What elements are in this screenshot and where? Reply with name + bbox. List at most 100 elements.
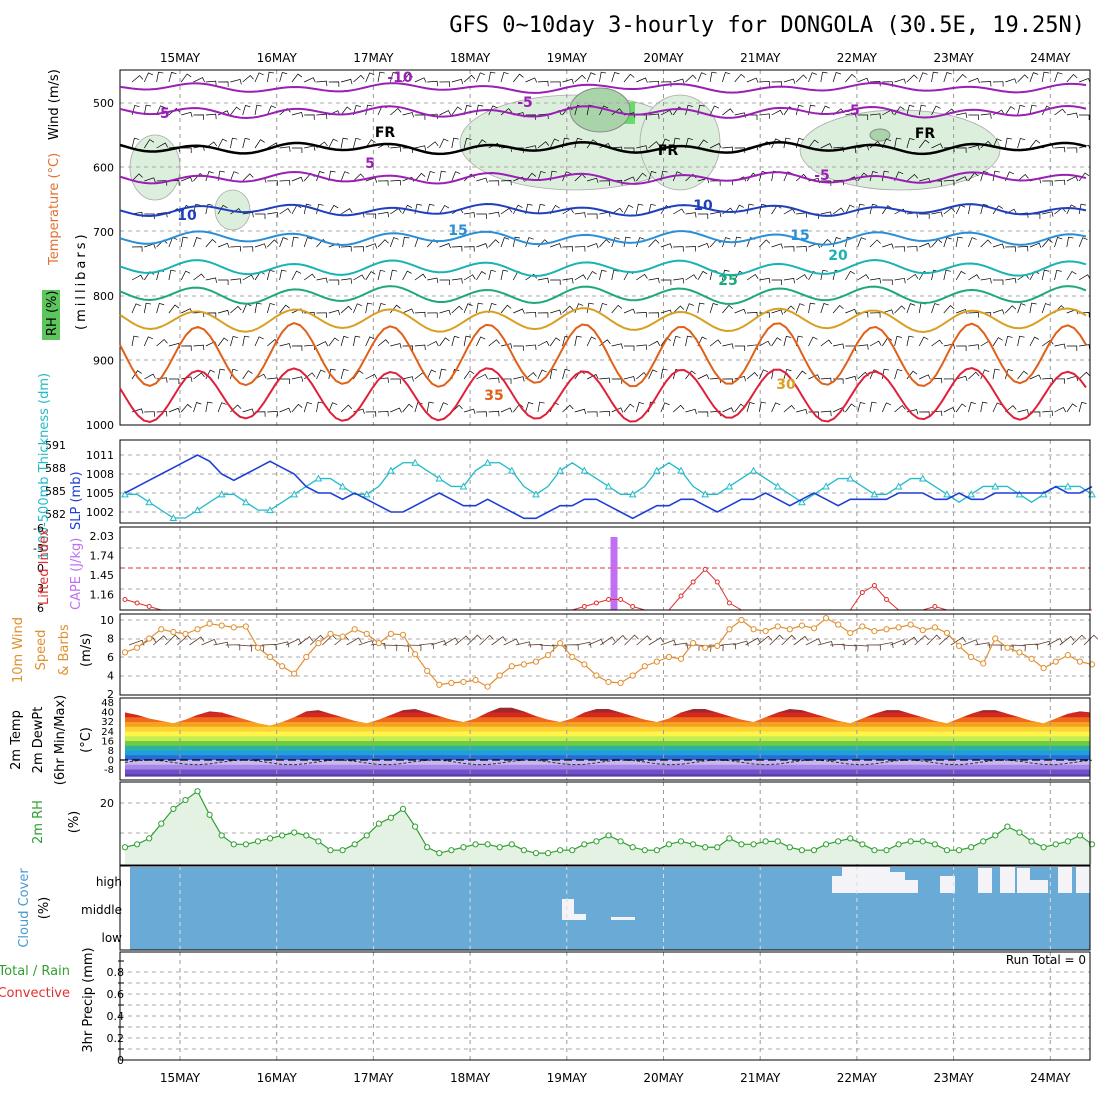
wind-barb [869, 170, 878, 182]
wind-barb [303, 273, 316, 281]
wind-speed-marker [121, 649, 129, 656]
wind-barb-10m [370, 642, 386, 650]
wind-barb [131, 137, 140, 149]
wind-barb [451, 246, 463, 252]
pressure-axis-label: (millibars) [74, 231, 89, 330]
rh-marker [1004, 823, 1011, 830]
wind-barb [537, 312, 549, 318]
li-tick: -6 [33, 522, 44, 535]
contour-label: 15 [448, 223, 467, 239]
wind-barb [1004, 335, 1013, 347]
wind-barb-10m [721, 643, 737, 650]
rh-marker [424, 844, 431, 851]
wind-barb [353, 303, 363, 314]
wind-barb [1054, 72, 1063, 83]
wind-barb [365, 104, 373, 116]
wind-barb [771, 109, 784, 116]
wind-axis-label: 10m Wind [11, 617, 26, 683]
wind-barb [1004, 137, 1013, 149]
wind-barb [230, 171, 239, 182]
wind-barb [230, 79, 242, 85]
wind-barb [599, 410, 611, 417]
thickness-marker [483, 458, 492, 466]
contour-label: -10 [387, 70, 413, 86]
wind-barb [291, 176, 304, 183]
wind-barb [845, 375, 857, 382]
wind-barb [1005, 246, 1016, 252]
thickness-axis-label: 1000-500mb Thickness (dm) [37, 373, 52, 560]
thickness-marker [169, 513, 178, 521]
wind-barb [291, 73, 303, 83]
slp-axis-label: SLP (mb) [69, 471, 84, 530]
wind-barb [316, 312, 327, 318]
wind-barb-10m [697, 644, 712, 652]
pressure-tick-label: 800 [93, 290, 114, 303]
wind-barb [328, 337, 339, 347]
wind-speed-marker [303, 653, 310, 661]
lifted-index-line [124, 568, 1092, 611]
wind-barb [217, 242, 230, 249]
wind-barb [857, 274, 870, 281]
wind-barb [795, 74, 808, 83]
wind-barb [931, 303, 940, 314]
wind-barb [1017, 370, 1028, 380]
wind-barb [562, 246, 574, 252]
wind-barb-10m [443, 637, 459, 646]
temp-axis-label: (6hr Min/Max) [53, 695, 68, 785]
wind-barb [1029, 336, 1040, 347]
cloud-axis-label: Cloud Cover [17, 868, 32, 948]
wind-barb [1029, 72, 1039, 83]
thickness-marker [773, 482, 782, 490]
wind-barb [549, 138, 560, 149]
temp-tick: -8 [104, 765, 114, 776]
wind-barb [845, 403, 856, 413]
wind-barb [414, 273, 427, 281]
wind-barb [1004, 368, 1014, 380]
wind-barb [832, 72, 842, 83]
wind-barb [279, 208, 291, 215]
wind-barb [697, 270, 708, 281]
wind-barb [968, 312, 979, 318]
wind-barb [746, 273, 759, 281]
rh-marker [315, 838, 322, 845]
wind-barb [131, 370, 142, 380]
wind-barb [845, 204, 855, 215]
wind-speed-marker [508, 663, 515, 670]
cape-axis-label: CAPE (J/kg) [69, 538, 84, 610]
wind-barb [968, 371, 980, 380]
wind-barb [709, 71, 717, 83]
wind-barb [759, 340, 771, 347]
wind-barb [341, 246, 352, 252]
temp-band [125, 726, 1090, 732]
wind-barb [156, 71, 164, 83]
wind-barb [193, 344, 205, 351]
wind-barb [414, 311, 426, 318]
wind-barb [906, 74, 918, 83]
wind-speed-marker [351, 626, 358, 633]
wind-barb [857, 401, 866, 413]
wind-barb-10m [515, 641, 532, 648]
wind-barb [586, 72, 596, 83]
contour-label: 30 [776, 377, 796, 393]
wind-barb-10m [854, 644, 869, 652]
wind-speed-marker [955, 642, 963, 650]
wind-barb [476, 213, 487, 219]
thickness-marker [266, 506, 274, 514]
wind-barb [1029, 139, 1041, 149]
wind-barb [291, 376, 304, 382]
wind-barb [820, 269, 828, 281]
wind-barb [980, 81, 992, 87]
wind-barb [758, 369, 769, 380]
rh-marker [121, 844, 129, 851]
wind-barb [464, 246, 475, 252]
wind-barb [500, 407, 513, 413]
lifted-index-marker [630, 604, 636, 609]
thickness-marker [532, 490, 540, 498]
wind-barb [488, 377, 500, 383]
rh-marker [629, 844, 636, 851]
rh-marker [786, 844, 793, 851]
wind-barb [340, 137, 349, 149]
wind-barb [820, 410, 832, 417]
wind-speed-marker [363, 630, 370, 637]
wind-barb [562, 78, 574, 85]
